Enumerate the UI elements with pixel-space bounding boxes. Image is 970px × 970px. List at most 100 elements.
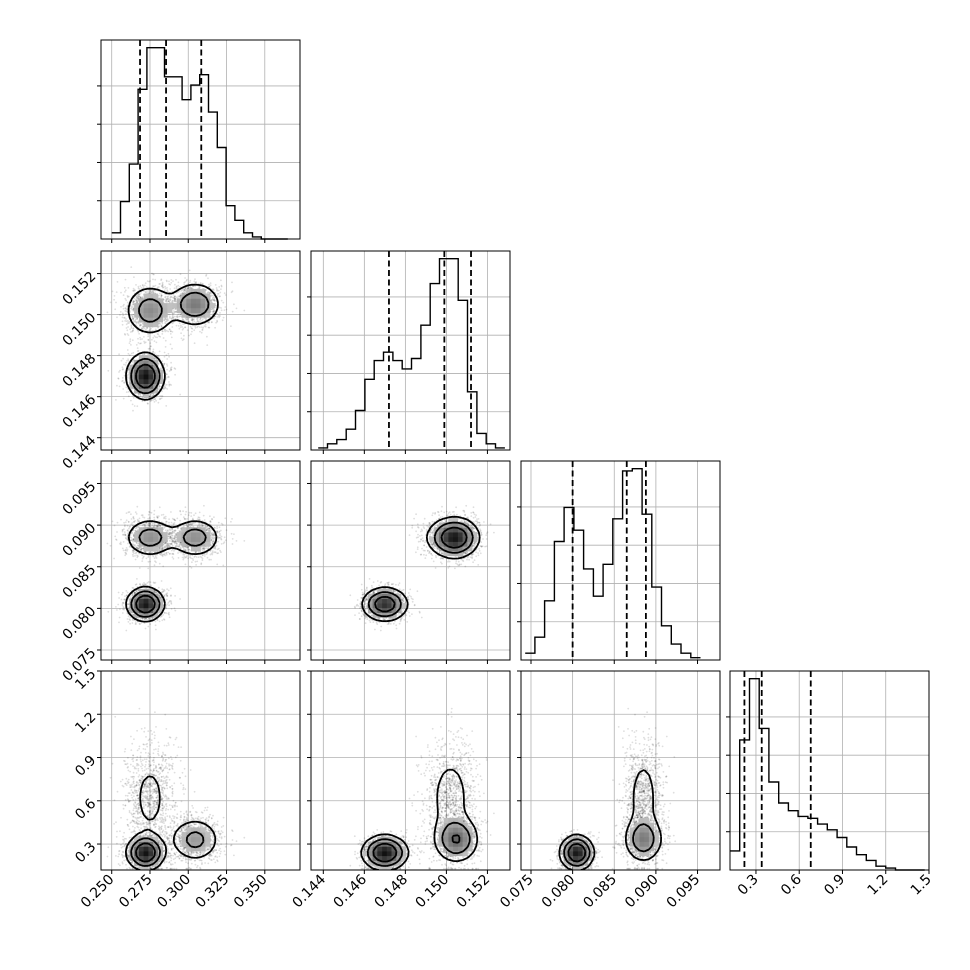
sample-point <box>235 307 238 310</box>
sample-point <box>224 539 227 542</box>
sample-point <box>212 288 215 291</box>
sample-point <box>146 582 149 584</box>
sample-point <box>172 522 175 525</box>
sample-point <box>137 337 139 340</box>
sample-point <box>155 399 158 402</box>
sample-point <box>138 293 141 296</box>
sample-point <box>163 542 166 545</box>
sample-point <box>158 325 161 328</box>
sample-point <box>139 325 141 327</box>
sample-point <box>158 385 161 387</box>
sample-point <box>181 328 184 331</box>
sample-point <box>196 319 199 322</box>
sample-point <box>174 283 176 286</box>
sample-point <box>165 529 167 532</box>
sample-point <box>180 337 183 340</box>
gridlines <box>101 461 300 660</box>
sample-point <box>177 313 180 316</box>
sample-point <box>173 298 176 301</box>
sample-point <box>171 300 174 302</box>
sample-point <box>123 607 125 609</box>
sample-point <box>166 298 169 301</box>
sample-point <box>165 318 168 321</box>
histogram-step-3 <box>730 678 925 871</box>
sample-point <box>145 583 148 586</box>
sample-point <box>189 286 192 289</box>
sample-point <box>171 331 174 333</box>
sample-point <box>137 321 139 324</box>
sample-point <box>160 278 163 281</box>
density-cell <box>157 307 163 313</box>
sample-point <box>211 308 214 310</box>
sample-point <box>165 299 168 302</box>
sample-point <box>216 316 219 318</box>
sample-point <box>186 287 189 290</box>
sample-point <box>173 315 176 318</box>
sample-point <box>137 296 140 299</box>
sample-point <box>210 300 213 303</box>
sample-point <box>138 324 141 327</box>
sample-point <box>209 284 212 287</box>
sample-point <box>122 368 124 370</box>
sample-point <box>208 558 211 561</box>
sample-point <box>179 313 182 316</box>
sample-point <box>175 286 178 289</box>
sample-point <box>135 542 138 544</box>
sample-point <box>125 386 128 389</box>
sample-point <box>131 318 134 321</box>
sample-point <box>138 332 141 335</box>
sample-point <box>158 524 161 526</box>
sample-point <box>200 524 203 527</box>
density-cell <box>143 307 149 313</box>
sample-point <box>169 296 172 299</box>
sample-point <box>175 540 178 543</box>
sample-point <box>141 400 144 403</box>
density-cell <box>143 378 149 384</box>
density-cell <box>191 293 197 299</box>
sample-point <box>194 327 197 329</box>
sample-point <box>147 330 150 332</box>
sample-point <box>157 524 160 527</box>
sample-point <box>131 305 133 308</box>
sample-point <box>207 546 210 549</box>
sample-point <box>198 326 201 328</box>
sample-point <box>153 557 156 560</box>
sample-point <box>168 384 171 387</box>
histogram-panel-3 <box>726 670 930 871</box>
sample-point <box>148 516 151 519</box>
sample-point <box>179 541 182 544</box>
sample-point <box>186 320 188 323</box>
sample-point <box>135 299 138 302</box>
sample-point <box>169 317 171 319</box>
sample-point <box>126 359 128 362</box>
sample-point <box>133 320 135 323</box>
sample-point <box>209 299 212 302</box>
sample-point <box>126 524 129 527</box>
sample-point <box>164 322 166 324</box>
sample-point <box>203 549 206 552</box>
sample-point <box>136 518 139 521</box>
sample-point <box>146 280 149 282</box>
sample-point <box>210 552 213 555</box>
sample-point <box>191 557 194 560</box>
sample-point <box>132 329 135 332</box>
sample-point <box>218 316 221 319</box>
sample-point <box>162 330 164 333</box>
sample-point <box>153 518 156 521</box>
sample-point <box>214 545 216 548</box>
sample-point <box>179 297 182 299</box>
sample-point <box>158 292 161 295</box>
sample-point <box>216 288 218 291</box>
sample-point <box>202 514 205 517</box>
density-cell <box>138 374 144 380</box>
sample-point <box>180 294 182 297</box>
density-cell <box>172 303 178 309</box>
sample-point <box>220 537 223 540</box>
sample-point <box>134 621 137 623</box>
sample-point <box>131 403 134 406</box>
sample-point <box>166 542 169 545</box>
sample-point <box>124 291 126 293</box>
sample-point <box>224 306 227 308</box>
sample-point <box>138 322 140 325</box>
sample-point <box>167 300 170 302</box>
